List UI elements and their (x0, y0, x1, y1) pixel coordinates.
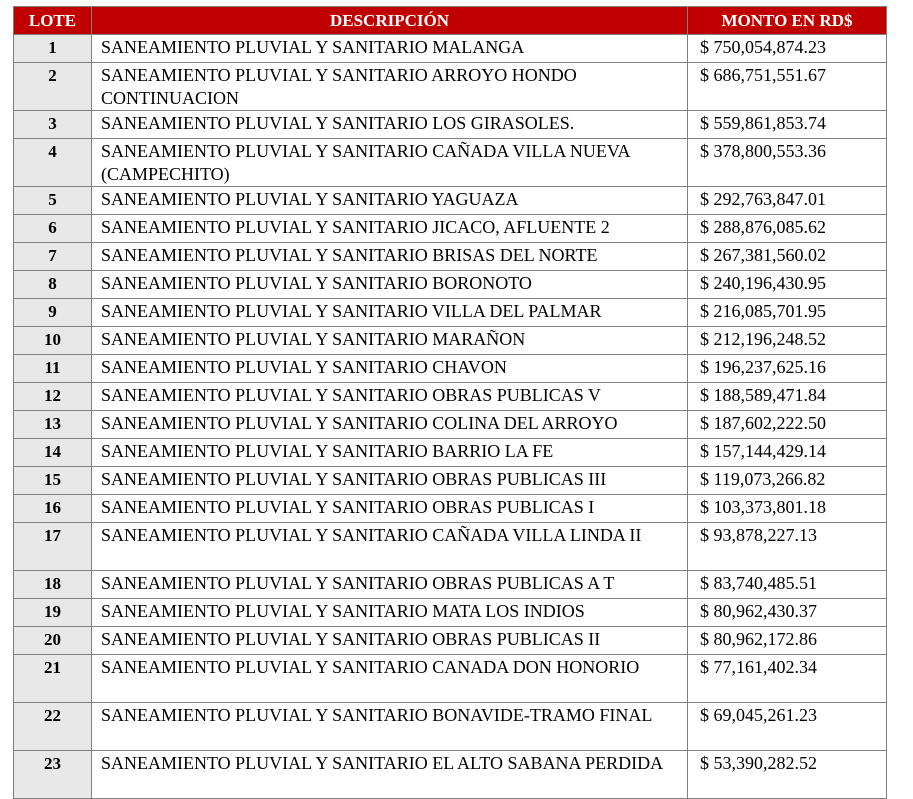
table-row: 2 SANEAMIENTO PLUVIAL Y SANITARIO ARROYO … (13, 62, 887, 111)
amount-cell: $ 750,054,874.23 (687, 34, 887, 63)
amount-cell: $ 77,161,402.34 (687, 654, 887, 703)
table-row: 11 SANEAMIENTO PLUVIAL Y SANITARIO CHAVON… (13, 354, 887, 383)
lote-cell: 3 (13, 110, 92, 139)
lote-cell: 7 (13, 242, 92, 271)
lote-cell: 10 (13, 326, 92, 355)
lote-cell: 17 (13, 522, 92, 571)
lote-cell: 16 (13, 494, 92, 523)
description-cell: SANEAMIENTO PLUVIAL Y SANITARIO VILLA DE… (91, 298, 688, 327)
lote-cell: 13 (13, 410, 92, 439)
amount-cell: $ 187,602,222.50 (687, 410, 887, 439)
description-cell: SANEAMIENTO PLUVIAL Y SANITARIO CANADA D… (91, 654, 688, 703)
amount-cell: $ 292,763,847.01 (687, 186, 887, 215)
description-cell: SANEAMIENTO PLUVIAL Y SANITARIO MATA LOS… (91, 598, 688, 627)
description-cell: SANEAMIENTO PLUVIAL Y SANITARIO OBRAS PU… (91, 466, 688, 495)
lote-cell: 12 (13, 382, 92, 411)
description-cell: SANEAMIENTO PLUVIAL Y SANITARIO BONAVIDE… (91, 702, 688, 751)
amount-cell: $ 559,861,853.74 (687, 110, 887, 139)
description-cell: SANEAMIENTO PLUVIAL Y SANITARIO BORONOTO (91, 270, 688, 299)
description-cell: SANEAMIENTO PLUVIAL Y SANITARIO MARAÑON (91, 326, 688, 355)
amount-cell: $ 119,073,266.82 (687, 466, 887, 495)
description-cell: SANEAMIENTO PLUVIAL Y SANITARIO CAÑADA V… (91, 522, 688, 571)
lote-cell: 9 (13, 298, 92, 327)
table-row: 21 SANEAMIENTO PLUVIAL Y SANITARIO CANADA… (13, 654, 887, 703)
description-cell: SANEAMIENTO PLUVIAL Y SANITARIO OBRAS PU… (91, 382, 688, 411)
description-cell: SANEAMIENTO PLUVIAL Y SANITARIO YAGUAZA (91, 186, 688, 215)
description-cell: SANEAMIENTO PLUVIAL Y SANITARIO OBRAS PU… (91, 570, 688, 599)
lote-cell: 11 (13, 354, 92, 383)
lote-cell: 20 (13, 626, 92, 655)
table-row: 15 SANEAMIENTO PLUVIAL Y SANITARIO OBRAS … (13, 466, 887, 495)
description-cell: SANEAMIENTO PLUVIAL Y SANITARIO EL ALTO … (91, 750, 688, 799)
table-row: 20 SANEAMIENTO PLUVIAL Y SANITARIO OBRAS … (13, 626, 887, 655)
amount-cell: $ 80,962,430.37 (687, 598, 887, 627)
amount-cell: $ 196,237,625.16 (687, 354, 887, 383)
lote-cell: 19 (13, 598, 92, 627)
description-cell: SANEAMIENTO PLUVIAL Y SANITARIO COLINA D… (91, 410, 688, 439)
table-row: 16 SANEAMIENTO PLUVIAL Y SANITARIO OBRAS … (13, 494, 887, 523)
description-cell: SANEAMIENTO PLUVIAL Y SANITARIO LOS GIRA… (91, 110, 688, 139)
amount-cell: $ 212,196,248.52 (687, 326, 887, 355)
amount-cell: $ 188,589,471.84 (687, 382, 887, 411)
lote-cell: 22 (13, 702, 92, 751)
lote-cell: 14 (13, 438, 92, 467)
amount-cell: $ 157,144,429.14 (687, 438, 887, 467)
lots-table: LOTE DESCRIPCIÓN MONTO EN RD$ 1 SANEAMIEN… (13, 6, 887, 799)
table-row: 18 SANEAMIENTO PLUVIAL Y SANITARIO OBRAS … (13, 570, 887, 599)
table-row: 23 SANEAMIENTO PLUVIAL Y SANITARIO EL ALT… (13, 750, 887, 799)
amount-cell: $ 69,045,261.23 (687, 702, 887, 751)
table-row: 10 SANEAMIENTO PLUVIAL Y SANITARIO MARAÑO… (13, 326, 887, 355)
description-cell: SANEAMIENTO PLUVIAL Y SANITARIO CAÑADA V… (91, 138, 688, 187)
table-row: 19 SANEAMIENTO PLUVIAL Y SANITARIO MATA L… (13, 598, 887, 627)
table-row: 9 SANEAMIENTO PLUVIAL Y SANITARIO VILLA D… (13, 298, 887, 327)
table-row: 13 SANEAMIENTO PLUVIAL Y SANITARIO COLINA… (13, 410, 887, 439)
amount-cell: $ 103,373,801.18 (687, 494, 887, 523)
lote-cell: 15 (13, 466, 92, 495)
lote-cell: 6 (13, 214, 92, 243)
description-cell: SANEAMIENTO PLUVIAL Y SANITARIO OBRAS PU… (91, 626, 688, 655)
description-cell: SANEAMIENTO PLUVIAL Y SANITARIO BARRIO L… (91, 438, 688, 467)
table-row: 8 SANEAMIENTO PLUVIAL Y SANITARIO BORONOT… (13, 270, 887, 299)
header-row: LOTE DESCRIPCIÓN MONTO EN RD$ (13, 6, 887, 35)
amount-cell: $ 83,740,485.51 (687, 570, 887, 599)
lote-cell: 1 (13, 34, 92, 63)
amount-cell: $ 216,085,701.95 (687, 298, 887, 327)
description-cell: SANEAMIENTO PLUVIAL Y SANITARIO JICACO, … (91, 214, 688, 243)
lote-cell: 23 (13, 750, 92, 799)
description-cell: SANEAMIENTO PLUVIAL Y SANITARIO OBRAS PU… (91, 494, 688, 523)
lote-cell: 2 (13, 62, 92, 111)
lote-cell: 8 (13, 270, 92, 299)
table-row: 17 SANEAMIENTO PLUVIAL Y SANITARIO CAÑADA… (13, 522, 887, 571)
lote-cell: 4 (13, 138, 92, 187)
table-row: 7 SANEAMIENTO PLUVIAL Y SANITARIO BRISAS … (13, 242, 887, 271)
table-row: 1 SANEAMIENTO PLUVIAL Y SANITARIO MALANGA… (13, 34, 887, 63)
amount-cell: $ 288,876,085.62 (687, 214, 887, 243)
lote-cell: 21 (13, 654, 92, 703)
amount-cell: $ 53,390,282.52 (687, 750, 887, 799)
table-row: 3 SANEAMIENTO PLUVIAL Y SANITARIO LOS GIR… (13, 110, 887, 139)
lote-cell: 5 (13, 186, 92, 215)
table-row: 22 SANEAMIENTO PLUVIAL Y SANITARIO BONAVI… (13, 702, 887, 751)
description-cell: SANEAMIENTO PLUVIAL Y SANITARIO BRISAS D… (91, 242, 688, 271)
header-descripcion: DESCRIPCIÓN (91, 6, 688, 35)
description-cell: SANEAMIENTO PLUVIAL Y SANITARIO CHAVON (91, 354, 688, 383)
header-lote: LOTE (13, 6, 92, 35)
table-row: 14 SANEAMIENTO PLUVIAL Y SANITARIO BARRI… (13, 438, 887, 467)
table-row: 12 SANEAMIENTO PLUVIAL Y SANITARIO OBRAS … (13, 382, 887, 411)
amount-cell: $ 240,196,430.95 (687, 270, 887, 299)
table-row: 5 SANEAMIENTO PLUVIAL Y SANITARIO YAGUAZA… (13, 186, 887, 215)
table-row: 6 SANEAMIENTO PLUVIAL Y SANITARIO JICACO,… (13, 214, 887, 243)
amount-cell: $ 686,751,551.67 (687, 62, 887, 111)
table-body: 1 SANEAMIENTO PLUVIAL Y SANITARIO MALANGA… (13, 34, 887, 799)
description-cell: SANEAMIENTO PLUVIAL Y SANITARIO ARROYO H… (91, 62, 688, 111)
amount-cell: $ 93,878,227.13 (687, 522, 887, 571)
amount-cell: $ 267,381,560.02 (687, 242, 887, 271)
lote-cell: 18 (13, 570, 92, 599)
amount-cell: $ 378,800,553.36 (687, 138, 887, 187)
header-monto: MONTO EN RD$ (687, 6, 887, 35)
table-row: 4 SANEAMIENTO PLUVIAL Y SANITARIO CAÑADA … (13, 138, 887, 187)
description-cell: SANEAMIENTO PLUVIAL Y SANITARIO MALANGA (91, 34, 688, 63)
amount-cell: $ 80,962,172.86 (687, 626, 887, 655)
